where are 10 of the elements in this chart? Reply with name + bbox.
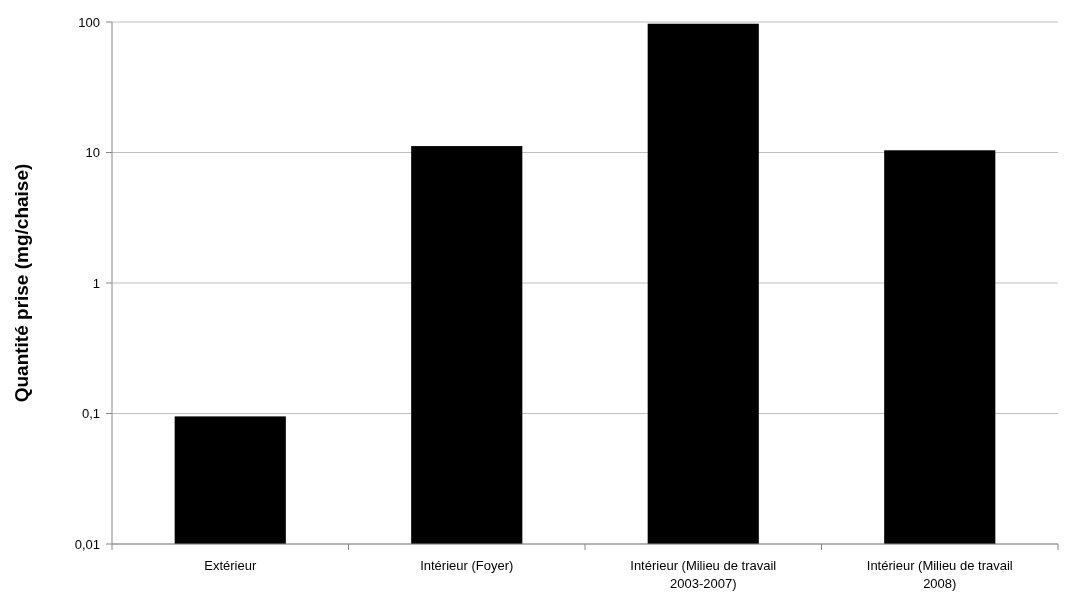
y-tick-label: 1: [92, 275, 100, 291]
x-tick-label: Intérieur (Milieu de travail 2003-2007): [630, 558, 777, 591]
y-tick-label: 0,1: [81, 406, 100, 422]
x-tick-label: Extérieur: [204, 558, 257, 573]
y-tick-label: 100: [78, 14, 100, 30]
y-tick-label: 10: [85, 145, 100, 161]
x-tick-label: Intérieur (Milieu de travail 2008): [866, 558, 1013, 591]
y-tick-label: 0,01: [74, 536, 100, 552]
y-axis-title: Quantité prise (mg/chaise): [11, 163, 32, 403]
x-tick-label: Intérieur (Foyer): [420, 558, 514, 573]
